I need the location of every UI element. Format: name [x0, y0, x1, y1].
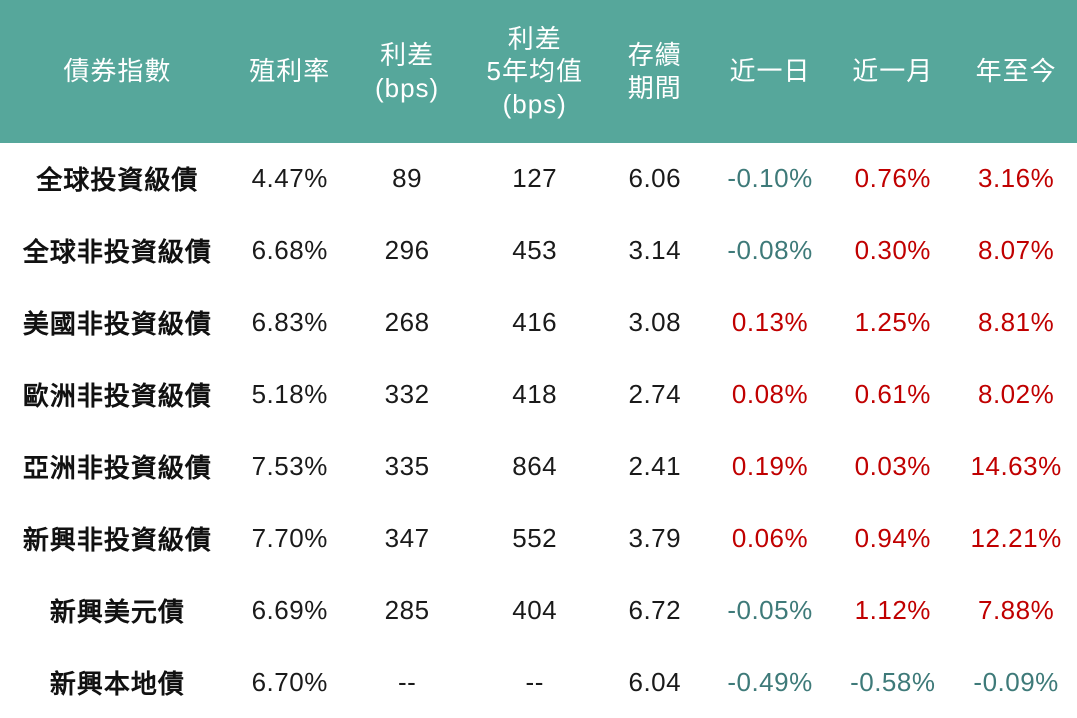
cell-spread: 285 [384, 594, 430, 625]
cell-yield: 5.18% [251, 379, 328, 410]
cell-duration: 2.74 [628, 379, 682, 410]
column-header-duration: 存續 期間 [599, 0, 710, 143]
table-row: 新興本地債 6.70% -- -- 6.04 -0.49% -0.58% -0.09% [0, 646, 1077, 718]
cell-past-day: 0.06% [731, 522, 809, 553]
cell-past-month: 0.61% [854, 379, 931, 410]
cell-name: 新興非投資級債 [22, 524, 212, 555]
column-header-bond-index: 債券指數 [0, 0, 235, 143]
cell-spread-5y-avg: 418 [512, 379, 558, 410]
cell-ytd: 12.21% [970, 522, 1062, 553]
cell-yield: 7.53% [251, 450, 328, 481]
cell-past-month: 0.03% [854, 450, 931, 481]
cell-name: 全球投資級債 [36, 165, 199, 196]
cell-ytd: 8.07% [978, 235, 1055, 266]
cell-past-month: -0.58% [850, 666, 936, 697]
cell-name: 新興美元債 [49, 596, 185, 627]
cell-past-day: -0.49% [727, 666, 813, 697]
cell-past-month: 0.76% [854, 163, 931, 194]
cell-name: 美國非投資級債 [22, 309, 212, 340]
cell-duration: 2.41 [628, 450, 682, 481]
column-header-spread-5y-avg: 利差 5年均值 (bps) [469, 0, 600, 143]
cell-spread-5y-avg: 453 [512, 235, 558, 266]
cell-name: 新興本地債 [49, 668, 185, 699]
header-row: 債券指數 殖利率 利差 (bps) 利差 5年均值 (bps) 存續 期間 近一… [0, 0, 1077, 143]
table-row: 美國非投資級債 6.83% 268 416 3.08 0.13% 1.25% 8.81% [0, 287, 1077, 359]
cell-yield: 7.70% [251, 522, 328, 553]
table-row: 全球投資級債 4.47% 89 127 6.06 -0.10% 0.76% 3.16% [0, 143, 1077, 215]
table-row: 全球非投資級債 6.68% 296 453 3.14 -0.08% 0.30% 8.07% [0, 215, 1077, 287]
cell-spread-5y-avg: 552 [512, 522, 558, 553]
table-row: 歐洲非投資級債 5.18% 332 418 2.74 0.08% 0.61% 8.02% [0, 359, 1077, 431]
cell-spread-5y-avg: 404 [512, 594, 558, 625]
cell-duration: 3.14 [628, 235, 682, 266]
cell-spread: 347 [384, 522, 430, 553]
cell-name: 亞洲非投資級債 [22, 452, 212, 483]
table-row: 亞洲非投資級債 7.53% 335 864 2.41 0.19% 0.03% 14.63% [0, 431, 1077, 503]
cell-past-day: -0.10% [727, 163, 813, 194]
cell-past-month: 1.25% [854, 307, 931, 338]
table-row: 新興非投資級債 7.70% 347 552 3.79 0.06% 0.94% 12.21% [0, 502, 1077, 574]
cell-ytd: 8.81% [978, 307, 1055, 338]
table-row: 新興美元債 6.69% 285 404 6.72 -0.05% 1.12% 7.88% [0, 574, 1077, 646]
cell-past-day: 0.19% [731, 450, 809, 481]
column-header-past-day: 近一日 [709, 0, 831, 143]
cell-duration: 6.72 [628, 594, 682, 625]
cell-yield: 6.83% [251, 307, 328, 338]
cell-spread: 268 [384, 307, 430, 338]
cell-yield: 6.69% [251, 594, 328, 625]
cell-ytd: 3.16% [978, 163, 1055, 194]
cell-spread: 89 [392, 163, 423, 194]
table-body: 全球投資級債 4.47% 89 127 6.06 -0.10% 0.76% 3.16% 全球非投… [0, 143, 1077, 718]
cell-duration: 6.04 [628, 666, 682, 697]
cell-past-month: 1.12% [854, 594, 931, 625]
cell-spread-5y-avg: -- [525, 666, 544, 697]
cell-past-day: -0.08% [727, 235, 813, 266]
column-header-spread-bps: 利差 (bps) [344, 0, 470, 143]
cell-past-day: 0.08% [731, 379, 809, 410]
column-header-yield: 殖利率 [234, 0, 345, 143]
cell-ytd: 8.02% [978, 379, 1055, 410]
cell-past-day: -0.05% [727, 594, 813, 625]
cell-spread: 335 [384, 450, 430, 481]
cell-ytd: -0.09% [973, 666, 1059, 697]
cell-past-month: 0.94% [854, 522, 931, 553]
cell-spread-5y-avg: 416 [512, 307, 558, 338]
cell-spread: 296 [384, 235, 430, 266]
cell-past-day: 0.13% [731, 307, 809, 338]
cell-name: 歐洲非投資級債 [22, 381, 212, 412]
cell-yield: 6.70% [251, 666, 328, 697]
cell-ytd: 7.88% [978, 594, 1055, 625]
column-header-past-month: 近一月 [830, 0, 956, 143]
cell-yield: 6.68% [251, 235, 328, 266]
cell-spread: 332 [384, 379, 430, 410]
cell-yield: 4.47% [251, 163, 328, 194]
cell-spread: -- [397, 666, 417, 697]
cell-name: 全球非投資級債 [22, 237, 212, 268]
cell-spread-5y-avg: 864 [512, 450, 558, 481]
cell-spread-5y-avg: 127 [512, 163, 558, 194]
cell-past-month: 0.30% [854, 235, 931, 266]
cell-duration: 3.79 [628, 522, 682, 553]
column-header-ytd: 年至今 [955, 0, 1077, 143]
cell-duration: 6.06 [628, 163, 682, 194]
table-header: 債券指數 殖利率 利差 (bps) 利差 5年均值 (bps) 存續 期間 近一… [0, 0, 1077, 143]
cell-ytd: 14.63% [970, 450, 1062, 481]
cell-duration: 3.08 [628, 307, 682, 338]
